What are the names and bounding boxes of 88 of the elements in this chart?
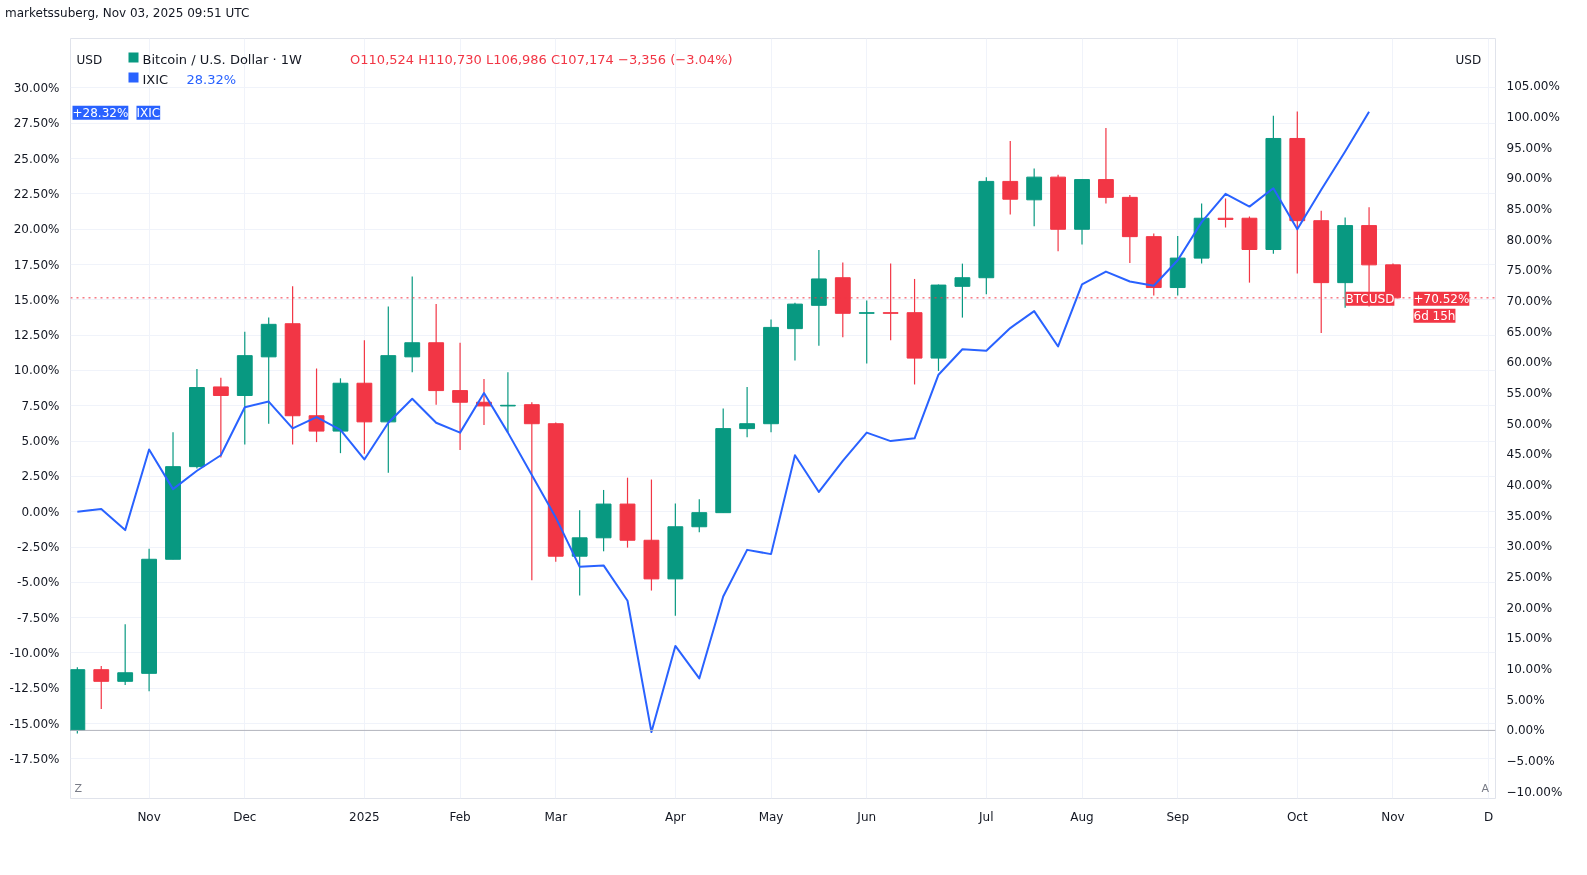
y-tick-label: -5.00% [17, 575, 60, 590]
candlestick [499, 371, 516, 433]
x-tick-label: Apr [664, 809, 686, 824]
candlestick [404, 275, 421, 373]
y-tick-label: 0.00% [21, 504, 60, 519]
y2-tick-label: 85.00% [1506, 202, 1553, 217]
text: IXIC [142, 71, 169, 87]
candlestick [212, 377, 229, 459]
y2-tick-label: 10.00% [1506, 662, 1553, 677]
y2-tick-label: 45.00% [1506, 447, 1553, 462]
y2-tick-label: 40.00% [1506, 478, 1553, 493]
legend-label: Bitcoin / U.S. Dollar · 1W [142, 51, 303, 67]
x-tick-label: 2025 [349, 809, 380, 824]
y-tick-label: -12.50% [9, 681, 60, 696]
x-tick-label: Dec [233, 809, 257, 824]
annotation: 28.32% [186, 71, 237, 87]
candlestick [1098, 127, 1114, 205]
y-tick-label: 17.50% [13, 257, 60, 272]
candlestick [93, 665, 110, 710]
candlestick [858, 299, 875, 365]
y2-tick-label: −10.00% [1506, 784, 1563, 799]
annotation: 6d 15h [1413, 308, 1456, 323]
y-tick-label: 25.00% [13, 151, 60, 166]
y2-tick-label: 105.00% [1506, 79, 1560, 94]
x-tick-label: Oct [1286, 809, 1308, 824]
y-tick-label: 7.50% [21, 398, 60, 413]
y2-tick-label: 80.00% [1506, 232, 1553, 247]
y2-tick-label: 0.00% [1506, 723, 1545, 738]
candlestick [452, 342, 468, 451]
x-tick-label: Nov [137, 809, 161, 824]
y2-tick-label: 55.00% [1506, 386, 1553, 401]
y-tick-label: -2.50% [17, 540, 60, 555]
candlestick [1217, 198, 1234, 229]
y-tick-label: 10.00% [13, 363, 60, 378]
y2-tick-label: 60.00% [1506, 355, 1553, 370]
y-tick-label: -17.50% [9, 751, 60, 766]
x-tick-label: Jul [978, 809, 994, 824]
y-tick-label: 5.00% [21, 434, 60, 449]
y2-tick-label: 30.00% [1506, 539, 1553, 554]
y2-tick-label: 75.00% [1506, 263, 1553, 278]
x-tick-label: D [1484, 809, 1494, 824]
annotation: Z [74, 781, 83, 795]
candlestick [523, 401, 540, 581]
x-tick-label: Mar [544, 809, 568, 824]
y2-tick-label: 70.00% [1506, 294, 1553, 309]
annotation: A [1481, 781, 1490, 795]
annotation: +70.52% [1413, 291, 1470, 306]
annotation: USD [76, 52, 103, 67]
candlestick [117, 623, 134, 686]
y2-tick-label: 95.00% [1506, 140, 1553, 155]
candlestick [571, 509, 588, 597]
y-tick-label: 30.00% [13, 80, 60, 95]
y-tick-label: 20.00% [13, 222, 60, 237]
y-tick-label: 22.50% [13, 186, 60, 201]
text: marketssuberg, Nov 03, 2025 09:51 UTC [5, 5, 250, 22]
candlestick [1026, 167, 1043, 227]
y2-tick-label: 65.00% [1506, 324, 1553, 339]
candlestick [691, 498, 708, 533]
x-tick-label: Feb [449, 809, 471, 824]
y-tick-label: -15.00% [9, 716, 60, 731]
y2-tick-label: 20.00% [1506, 600, 1553, 615]
candlestick [1002, 140, 1019, 216]
y-tick-label: -10.00% [9, 646, 60, 660]
y2-tick-label: 25.00% [1506, 570, 1553, 585]
annotation: O110,524 H110,730 L106,986 C107,174 −3,356 (−3.04%) [350, 51, 733, 67]
y-tick-label: 27.50% [13, 116, 60, 131]
annotation: +28.32% [72, 105, 129, 120]
legend-label: IXIC [136, 105, 161, 120]
annotation: USD [1455, 52, 1482, 67]
y-tick-label: -7.50% [17, 610, 60, 625]
y2-tick-label: 90.00% [1506, 171, 1553, 186]
y2-tick-label: 35.00% [1506, 508, 1553, 523]
y-tick-label: 2.50% [21, 469, 60, 484]
y2-tick-label: 5.00% [1506, 692, 1545, 707]
candlestick [954, 263, 971, 319]
y2-tick-label: 50.00% [1506, 416, 1553, 431]
y2-tick-label: 100.00% [1506, 110, 1560, 125]
y-tick-label: 12.50% [13, 328, 60, 343]
y-tick-label: 15.00% [13, 292, 60, 307]
candlestick [739, 386, 756, 438]
x-tick-label: Jun [856, 809, 877, 824]
y2-tick-label: 15.00% [1506, 631, 1553, 646]
ref-line-label: BTCUSD [1345, 291, 1395, 306]
y2-tick-label: −5.00% [1506, 754, 1555, 769]
x-tick-label: Nov [1381, 809, 1405, 824]
x-tick-label: Sep [1166, 809, 1190, 824]
x-tick-label: May [758, 809, 784, 824]
x-tick-label: Aug [1070, 809, 1094, 824]
